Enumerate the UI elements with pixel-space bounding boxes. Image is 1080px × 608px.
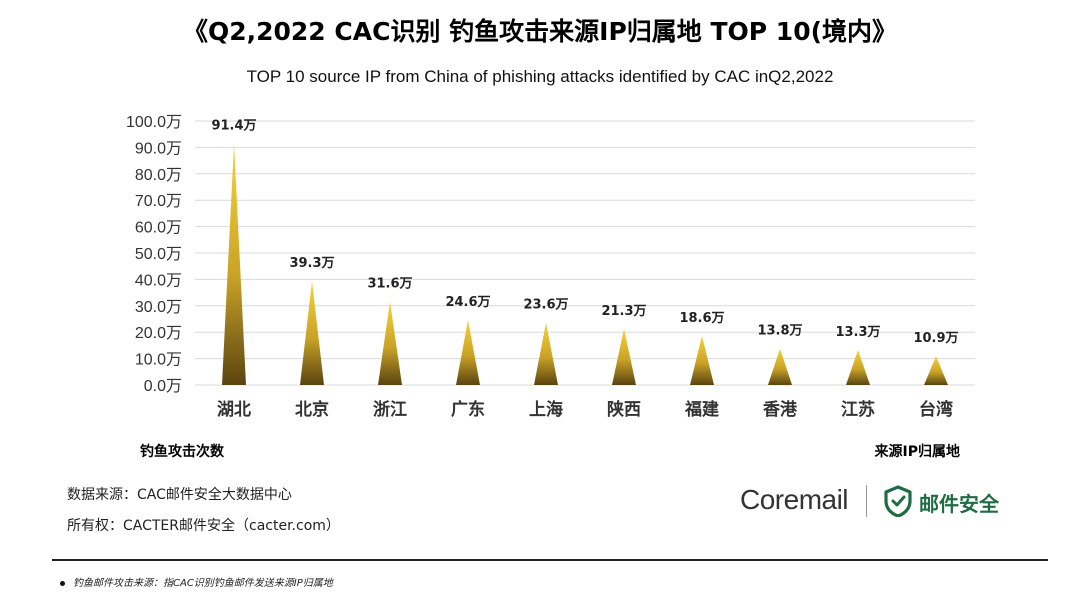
bar bbox=[612, 328, 636, 385]
shield-icon bbox=[884, 485, 912, 517]
x-tick-label: 浙江 bbox=[373, 399, 407, 420]
x-tick-label: 陕西 bbox=[607, 399, 641, 420]
y-tick-label: 60.0万 bbox=[135, 220, 182, 237]
data-label: 10.9万 bbox=[913, 331, 958, 346]
bullet-icon bbox=[60, 580, 65, 586]
y-tick-label: 80.0万 bbox=[135, 167, 182, 184]
bar bbox=[378, 301, 402, 385]
data-label: 13.8万 bbox=[757, 324, 802, 339]
bars bbox=[222, 143, 948, 385]
data-labels: 91.4万 39.3万 31.6万 24.6万 23.6万 21.3万 18.6万 13.8万… bbox=[211, 119, 958, 347]
data-label: 39.3万 bbox=[289, 256, 334, 271]
x-tick-label: 北京 bbox=[295, 399, 329, 420]
bar bbox=[300, 281, 324, 385]
x-tick-label: 上海 bbox=[529, 399, 563, 420]
bar bbox=[690, 335, 714, 385]
x-tick-label: 广东 bbox=[451, 399, 485, 420]
x-tick-label: 湖北 bbox=[217, 400, 251, 420]
bar-chart: 0.0万 10.0万 20.0万 30.0万 40.0万 50.0万 60.0万 70.0万 8… bbox=[126, 114, 975, 420]
data-label: 13.3万 bbox=[835, 325, 880, 340]
data-label: 31.6万 bbox=[367, 277, 412, 292]
x-tick-label: 香港 bbox=[763, 399, 798, 420]
copyright-text: 所有权：CACTER邮件安全（cacter.com） bbox=[67, 518, 340, 534]
footnote: 钓鱼邮件攻击来源：指CAC识别钓鱼邮件发送来源IP归属地 bbox=[60, 574, 333, 589]
logo-divider bbox=[866, 485, 867, 517]
data-label: 23.6万 bbox=[523, 298, 568, 313]
grid-lines bbox=[195, 120, 975, 386]
data-label: 24.6万 bbox=[445, 295, 490, 310]
y-tick-label: 10.0万 bbox=[135, 352, 182, 369]
data-label: 91.4万 bbox=[211, 119, 256, 134]
bar bbox=[534, 322, 558, 385]
x-tick-label: 台湾 bbox=[919, 399, 953, 420]
data-label: 18.6万 bbox=[679, 311, 724, 326]
y-tick-label: 30.0万 bbox=[135, 299, 182, 316]
x-tick-label: 福建 bbox=[684, 399, 719, 420]
y-tick-label: 70.0万 bbox=[135, 193, 182, 210]
y-tick-label: 0.0万 bbox=[144, 378, 182, 395]
y-tick-label: 90.0万 bbox=[135, 140, 182, 157]
x-axis-ticks: 湖北 北京 浙江 广东 上海 陕西 福建 香港 江苏 台湾 bbox=[217, 399, 953, 420]
bar bbox=[768, 348, 792, 385]
bar bbox=[456, 320, 480, 385]
x-axis-title: 来源IP归属地 bbox=[874, 444, 960, 460]
footer-divider bbox=[52, 559, 1048, 561]
footnote-text: 钓鱼邮件攻击来源：指CAC识别钓鱼邮件发送来源IP归属地 bbox=[73, 578, 333, 589]
bar bbox=[924, 356, 948, 385]
bar bbox=[222, 143, 246, 385]
data-label: 21.3万 bbox=[601, 304, 646, 319]
y-tick-label: 40.0万 bbox=[135, 272, 182, 289]
coremail-logo: Coremail bbox=[740, 484, 849, 515]
bar bbox=[846, 349, 870, 385]
mail-security-logo-text: 邮件安全 bbox=[919, 492, 999, 516]
y-tick-label: 100.0万 bbox=[126, 114, 182, 131]
y-axis-title: 钓鱼攻击次数 bbox=[140, 444, 224, 460]
y-tick-label: 20.0万 bbox=[135, 325, 182, 342]
x-tick-label: 江苏 bbox=[841, 399, 875, 420]
page-title: 《Q2,2022 CAC识别 钓鱼攻击来源IP归属地 TOP 10(境内》 bbox=[182, 17, 898, 46]
y-axis-ticks: 0.0万 10.0万 20.0万 30.0万 40.0万 50.0万 60.0万 70.0万 8… bbox=[126, 114, 182, 395]
y-tick-label: 50.0万 bbox=[135, 246, 182, 263]
data-source-text: 数据来源：CAC邮件安全大数据中心 bbox=[67, 487, 292, 503]
page-subtitle: TOP 10 source IP from China of phishing … bbox=[246, 67, 834, 86]
